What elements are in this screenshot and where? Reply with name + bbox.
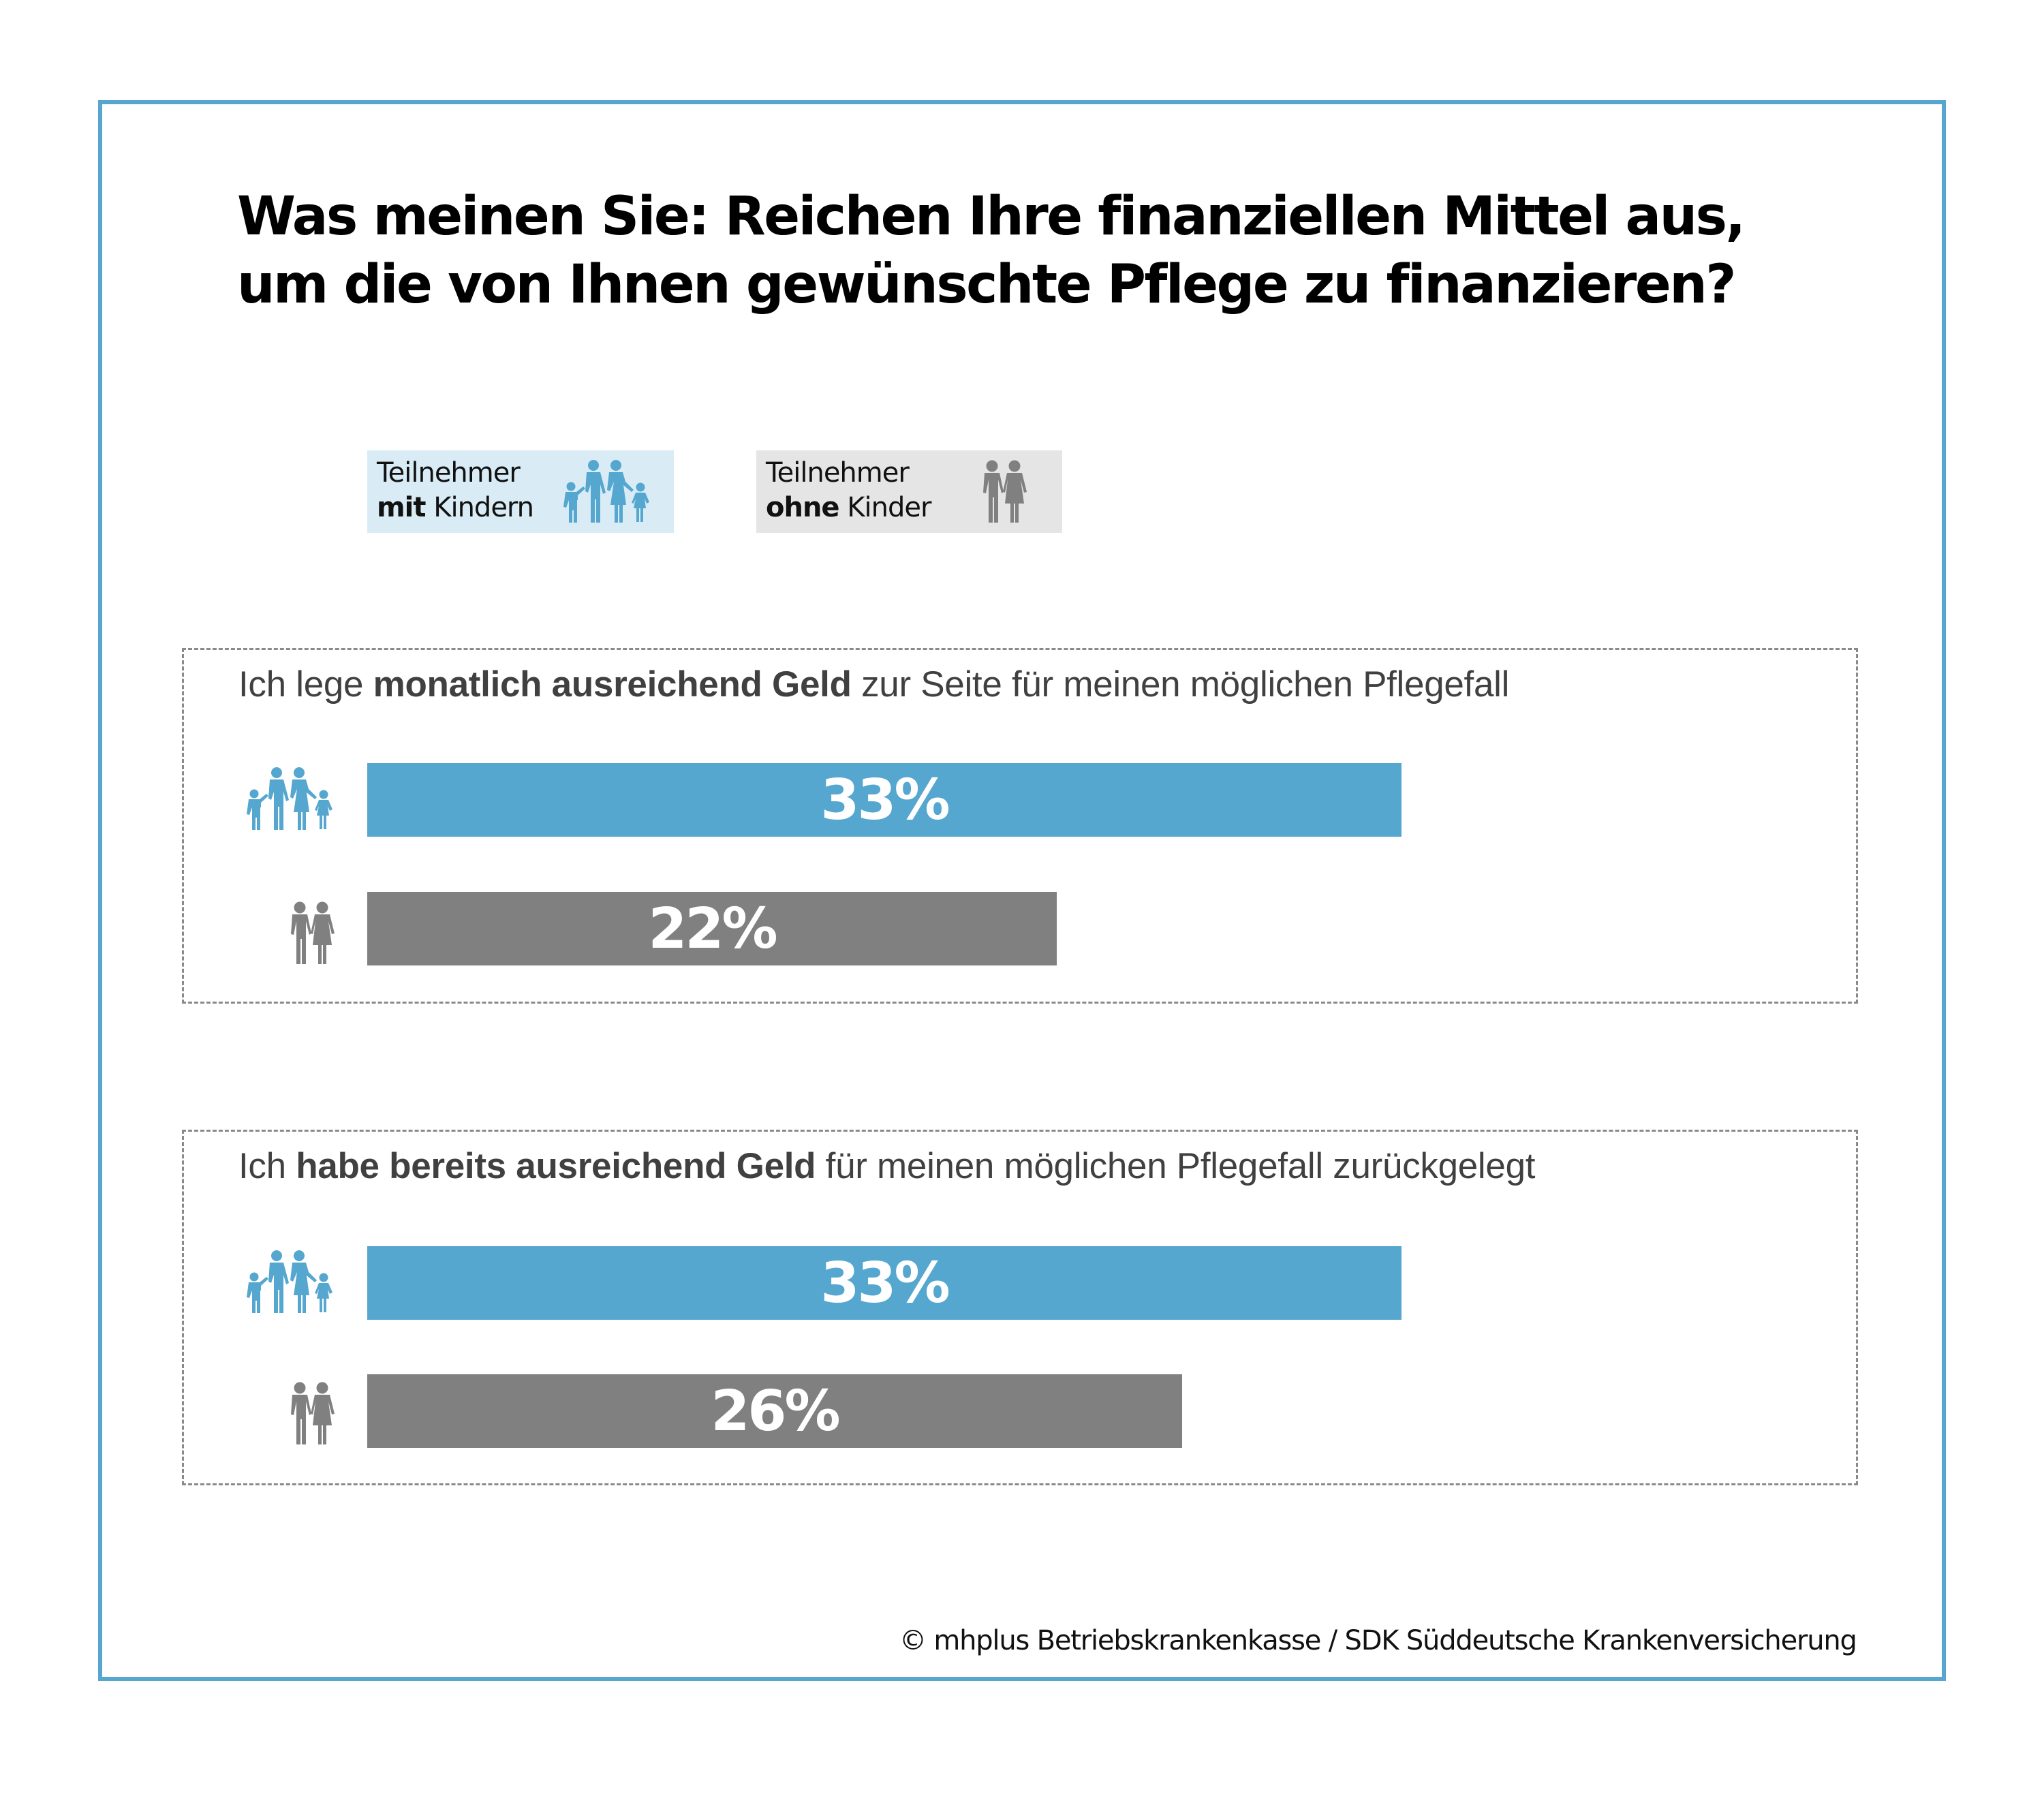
legend-label-bold: ohne (766, 492, 840, 523)
legend-label-without-children: Teilnehmer ohne Kinder (766, 456, 931, 525)
question-bold: monatlich ausreichend Geld (373, 664, 852, 705)
question-panel-1: Ich lege monatlich ausreichend Geld zur … (182, 648, 1858, 1004)
family-icon (560, 460, 652, 523)
couple-icon (286, 901, 335, 964)
bar-value-label: 33% (820, 767, 950, 833)
legend-label-rest: Kindern (425, 492, 534, 523)
chart-title: Was meinen Sie: Reichen Ihre finanzielle… (237, 183, 1746, 319)
legend-label-rest: Kinder (839, 492, 931, 523)
bar-value-label: 33% (820, 1250, 950, 1316)
bar-value-label: 26% (711, 1378, 840, 1444)
legend-label-line-2: ohne Kinder (766, 491, 931, 525)
question-post: für meinen möglichen Pflegefall zurückge… (816, 1146, 1536, 1186)
question-pre: Ich lege (238, 664, 373, 705)
question-text-2: Ich habe bereits ausreichend Geld für me… (238, 1145, 1535, 1187)
bar-group1-with-children: 33% (367, 763, 1402, 837)
question-bold: habe bereits ausreichend Geld (296, 1146, 816, 1186)
title-line-1: Was meinen Sie: Reichen Ihre finanzielle… (237, 186, 1746, 247)
title-line-2: um die von Ihnen gewünschte Pflege zu fi… (237, 254, 1737, 315)
bar-group2-with-children: 33% (367, 1246, 1402, 1320)
legend-label-line-2: mit Kindern (377, 491, 534, 525)
question-text-1: Ich lege monatlich ausreichend Geld zur … (238, 664, 1509, 705)
legend-label-with-children: Teilnehmer mit Kindern (377, 456, 534, 525)
legend-label-bold: mit (377, 492, 427, 523)
infographic-frame (98, 100, 1946, 1681)
question-panel-2: Ich habe bereits ausreichend Geld für me… (182, 1130, 1858, 1485)
legend-item-without-children: Teilnehmer ohne Kinder (756, 450, 1062, 533)
couple-icon (978, 460, 1027, 523)
bar-value-label: 22% (648, 896, 777, 961)
legend-label-line-1: Teilnehmer (377, 457, 521, 489)
couple-icon (286, 1382, 335, 1444)
question-pre: Ich (238, 1146, 296, 1186)
bar-group1-without-children: 22% (367, 892, 1057, 965)
bar-group2-without-children: 26% (367, 1374, 1182, 1448)
copyright-footer: © mhplus Betriebskrankenkasse / SDK Südd… (899, 1625, 1857, 1656)
family-icon (243, 767, 335, 830)
legend-item-with-children: Teilnehmer mit Kindern (367, 450, 674, 533)
legend-label-line-1: Teilnehmer (766, 457, 910, 489)
family-icon (243, 1250, 335, 1313)
question-post: zur Seite für meinen möglichen Pflegefal… (851, 664, 1510, 705)
